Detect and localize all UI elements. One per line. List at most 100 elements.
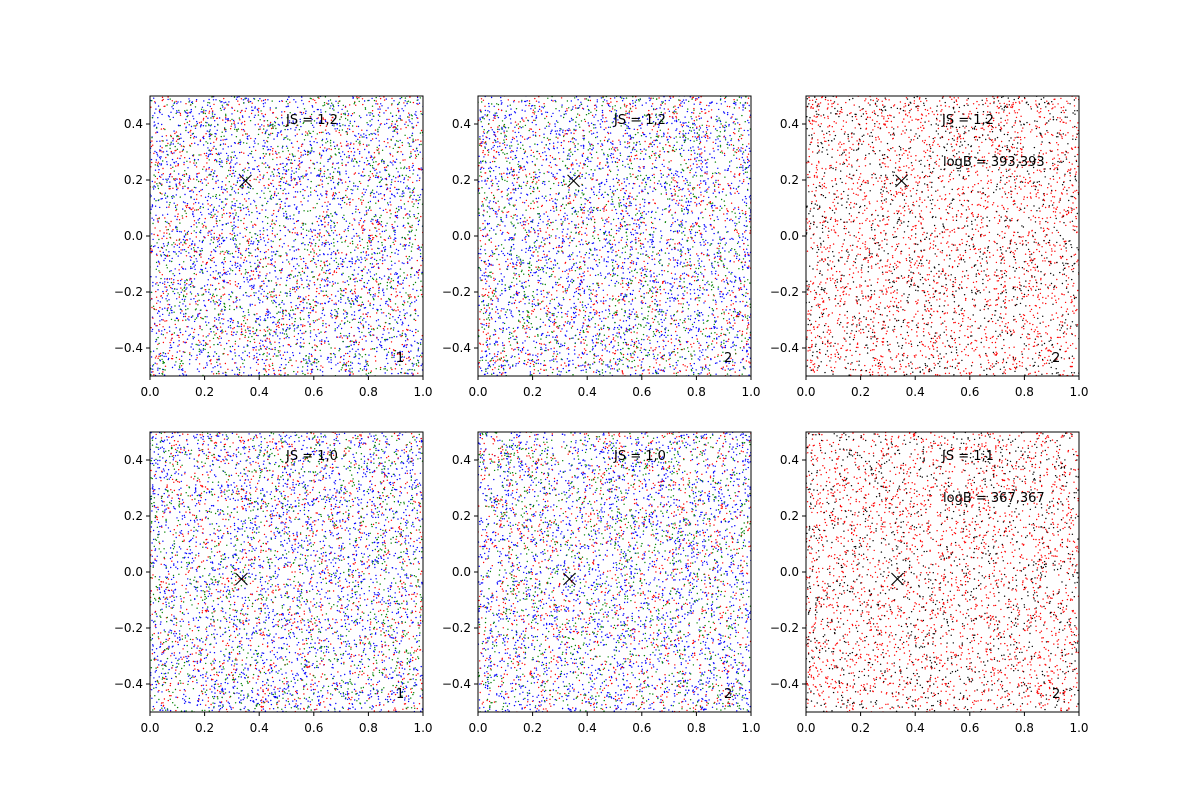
scatter-point xyxy=(264,187,266,189)
scatter-point xyxy=(183,315,185,318)
scatter-point xyxy=(319,249,321,251)
scatter-point xyxy=(266,358,268,361)
scatter-point xyxy=(246,142,248,144)
scatter-point xyxy=(309,228,312,230)
scatter-point xyxy=(199,327,201,330)
scatter-point xyxy=(264,244,267,246)
scatter-point xyxy=(305,330,307,333)
scatter-point xyxy=(192,348,194,350)
scatter-point xyxy=(278,124,281,126)
scatter-point xyxy=(420,113,422,115)
scatter-point xyxy=(229,350,231,352)
scatter-point xyxy=(339,174,341,176)
scatter-point xyxy=(324,147,326,149)
scatter-point xyxy=(179,184,181,186)
scatter-point xyxy=(301,99,303,102)
scatter-point xyxy=(254,332,257,334)
scatter-point xyxy=(341,337,343,339)
scatter-point xyxy=(283,212,285,215)
scatter-point xyxy=(283,333,286,335)
scatter-point xyxy=(286,198,288,200)
scatter-point xyxy=(407,350,410,353)
scatter-point xyxy=(380,298,382,300)
scatter-point xyxy=(345,173,347,175)
scatter-point xyxy=(161,99,163,102)
scatter-point xyxy=(236,234,239,236)
scatter-point xyxy=(279,311,281,313)
scatter-point xyxy=(416,289,418,292)
scatter-point xyxy=(302,358,305,360)
scatter-point xyxy=(341,260,344,263)
scatter-point xyxy=(154,181,156,183)
scatter-point xyxy=(152,368,154,370)
scatter-point xyxy=(150,145,153,148)
scatter-point xyxy=(354,158,356,161)
scatter-point xyxy=(301,143,303,146)
scatter-point xyxy=(201,329,203,331)
scatter-point xyxy=(419,194,422,196)
scatter-point xyxy=(270,291,273,293)
scatter-point xyxy=(234,362,236,364)
scatter-point xyxy=(272,158,274,161)
scatter-point xyxy=(254,142,256,144)
scatter-point xyxy=(292,154,294,156)
series-red xyxy=(150,96,423,376)
scatter-point xyxy=(156,282,158,284)
scatter-point xyxy=(315,185,318,188)
scatter-point xyxy=(308,285,310,287)
scatter-point xyxy=(165,145,167,147)
scatter-point xyxy=(164,286,166,288)
scatter-point xyxy=(155,276,157,278)
scatter-point xyxy=(313,151,315,153)
scatter-point xyxy=(163,362,165,364)
scatter-point xyxy=(259,299,261,302)
scatter-point xyxy=(253,199,255,202)
scatter-point xyxy=(321,339,323,341)
scatter-point xyxy=(226,250,228,252)
scatter-point xyxy=(331,314,333,316)
scatter-point xyxy=(296,191,299,193)
scatter-point xyxy=(169,188,171,190)
scatter-point xyxy=(269,312,271,314)
scatter-point xyxy=(384,123,386,126)
scatter-point xyxy=(155,151,158,154)
scatter-point xyxy=(178,344,180,346)
scatter-point xyxy=(162,151,165,153)
scatter-point xyxy=(278,184,280,187)
scatter-point xyxy=(365,213,368,216)
scatter-point xyxy=(406,372,408,374)
scatter-point xyxy=(199,126,202,128)
scatter-point xyxy=(248,210,250,213)
scatter-point xyxy=(366,144,368,146)
scatter-point xyxy=(394,237,396,239)
scatter-point xyxy=(238,249,240,252)
scatter-point xyxy=(170,318,173,321)
scatter-point xyxy=(357,138,359,141)
scatter-point xyxy=(300,309,302,312)
scatter-point xyxy=(246,192,248,195)
scatter-point xyxy=(399,97,401,100)
scatter-point xyxy=(383,368,385,370)
scatter-point xyxy=(358,100,360,103)
scatter-point xyxy=(305,131,307,133)
scatter-point xyxy=(269,109,271,111)
scatter-point xyxy=(300,111,302,114)
scatter-point xyxy=(254,138,257,140)
scatter-point xyxy=(365,210,368,212)
scatter-point xyxy=(403,178,405,181)
scatter-point xyxy=(271,246,273,249)
scatter-point xyxy=(397,103,400,105)
scatter-point xyxy=(151,206,153,208)
scatter-point xyxy=(415,200,417,202)
scatter-point xyxy=(251,303,253,306)
scatter-point xyxy=(407,200,409,203)
scatter-point xyxy=(296,286,299,288)
scatter-point xyxy=(309,140,311,143)
scatter-point xyxy=(384,168,386,171)
scatter-point xyxy=(215,270,217,272)
scatter-point xyxy=(400,319,402,321)
scatter-point xyxy=(349,278,351,280)
scatter-point xyxy=(264,314,267,317)
scatter-point xyxy=(341,108,343,111)
scatter-point xyxy=(301,96,303,98)
